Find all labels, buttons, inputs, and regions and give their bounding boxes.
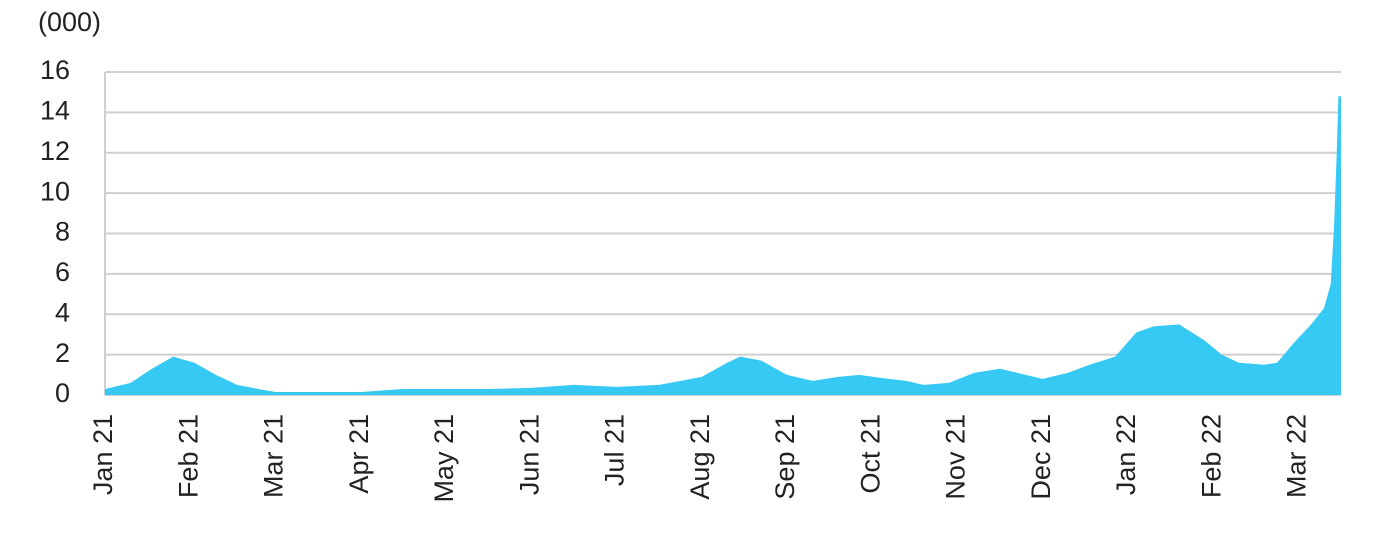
x-tick-label: Jun 21	[514, 414, 544, 495]
y-tick-label: 16	[40, 55, 70, 85]
x-tick-label: Apr 21	[344, 414, 374, 494]
y-tick-label: 2	[55, 338, 70, 368]
x-tick-label: Oct 21	[855, 414, 885, 494]
x-tick-label: Sep 21	[770, 414, 800, 500]
y-tick-label: 10	[40, 176, 70, 206]
area	[105, 96, 1341, 395]
x-tick-label: Mar 22	[1282, 414, 1312, 498]
x-tick-label: Nov 21	[941, 414, 971, 500]
x-tick-label: Feb 21	[173, 414, 203, 498]
x-tick-label: May 21	[429, 414, 459, 503]
y-tick-label: 4	[55, 297, 70, 327]
y-tick-label: 0	[55, 378, 70, 408]
x-tick-label: Dec 21	[1026, 414, 1056, 500]
x-tick-label: Jan 21	[88, 414, 118, 495]
y-tick-label: 8	[55, 217, 70, 247]
x-tick-label: Aug 21	[685, 414, 715, 500]
x-tick-label: Feb 22	[1196, 414, 1226, 498]
y-tick-label: 12	[40, 136, 70, 166]
x-tick-label: Mar 21	[259, 414, 289, 498]
x-tick-label: Jul 21	[600, 414, 630, 486]
y-tick-label: 6	[55, 257, 70, 287]
y-tick-label: 14	[40, 96, 70, 126]
chart-title: (000)	[38, 7, 101, 37]
x-tick-label: Jan 22	[1111, 414, 1141, 495]
